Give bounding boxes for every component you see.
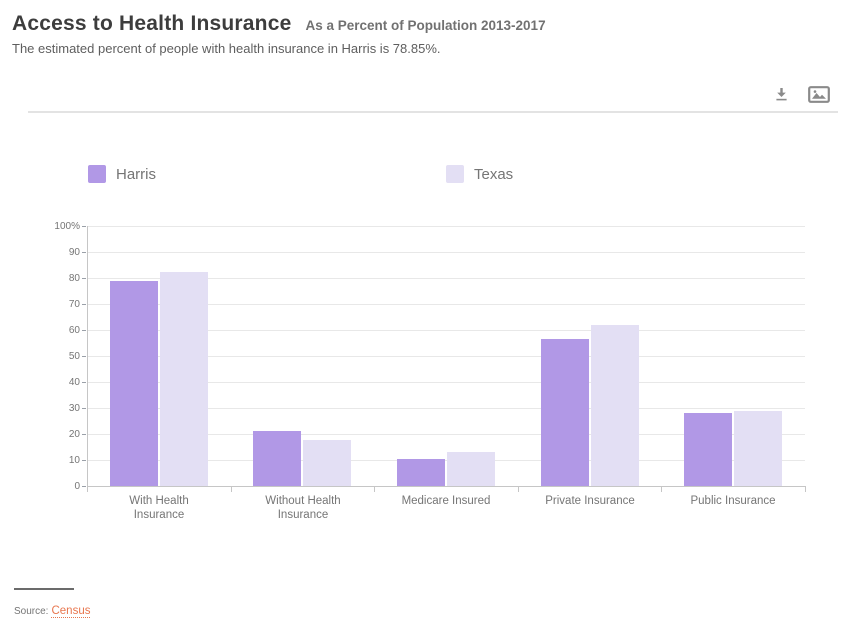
x-label-3: Private Insurance [518, 494, 662, 508]
y-tick-0 [82, 486, 86, 487]
gridline-40 [88, 382, 805, 383]
x-tick-0 [87, 487, 88, 492]
page-title: Access to Health Insurance [12, 12, 292, 35]
y-tick-label-100: 100% [54, 221, 80, 232]
image-icon [808, 86, 830, 106]
y-tick-label-20: 20 [68, 429, 80, 440]
y-tick-label-70: 70 [68, 299, 80, 310]
toolbar [771, 84, 832, 105]
gridline-90 [88, 252, 805, 253]
bar-texas-4[interactable] [734, 411, 782, 486]
header: Access to Health Insurance As a Percent … [12, 12, 834, 56]
x-label-text: Public Insurance [690, 495, 776, 507]
legend-item-texas[interactable]: Texas [446, 165, 513, 183]
bar-harris-4[interactable] [684, 413, 732, 486]
y-tick-label-0: 0 [74, 481, 80, 492]
y-tick-100 [82, 226, 86, 227]
bar-harris-2[interactable] [397, 459, 445, 486]
y-tick-60 [82, 330, 86, 331]
legend-label-texas: Texas [474, 165, 514, 183]
bar-harris-1[interactable] [253, 431, 301, 486]
y-tick-90 [82, 252, 86, 253]
x-tick-3 [518, 487, 519, 492]
download-button[interactable] [771, 84, 792, 105]
y-tick-label-90: 90 [68, 247, 80, 258]
y-tick-label-80: 80 [68, 273, 80, 284]
y-tick-30 [82, 408, 86, 409]
export-image-button[interactable] [806, 84, 832, 105]
y-tick-label-30: 30 [68, 403, 80, 414]
y-tick-70 [82, 304, 86, 305]
y-tick-50 [82, 356, 86, 357]
source-link[interactable]: Census [51, 605, 91, 618]
gridline-10 [88, 460, 805, 461]
x-tick-5 [805, 487, 806, 492]
gridline-60 [88, 330, 805, 331]
bar-texas-3[interactable] [591, 325, 639, 486]
y-tick-20 [82, 434, 86, 435]
legend-label-harris: Harris [116, 165, 156, 183]
y-tick-40 [82, 382, 86, 383]
page-description: The estimated percent of people with hea… [12, 41, 441, 56]
gridline-50 [88, 356, 805, 357]
x-label-0: With Health Insurance [87, 494, 231, 522]
source-label: Source: [14, 606, 49, 617]
download-icon [773, 88, 790, 106]
y-axis-line [87, 226, 88, 487]
x-label-4: Public Insurance [661, 494, 805, 508]
x-label-text: Medicare Insured [401, 495, 491, 507]
legend-item-harris[interactable]: Harris [88, 165, 156, 183]
bar-harris-0[interactable] [110, 281, 158, 486]
footer-rule [14, 588, 74, 590]
source-line: Source: Census [14, 605, 91, 618]
x-label-text: Without Health Insurance [265, 495, 341, 521]
toolbar-divider [28, 111, 838, 113]
x-label-2: Medicare Insured [374, 494, 518, 508]
x-label-text: Private Insurance [545, 495, 635, 507]
y-tick-label-40: 40 [68, 377, 80, 388]
gridline-100 [88, 226, 805, 227]
x-axis-line [87, 486, 806, 487]
bar-texas-1[interactable] [303, 440, 351, 486]
y-tick-80 [82, 278, 86, 279]
x-label-1: Without Health Insurance [231, 494, 375, 522]
gridline-70 [88, 304, 805, 305]
page-subtitle: As a Percent of Population 2013-2017 [305, 18, 546, 33]
bar-texas-0[interactable] [160, 272, 208, 486]
y-tick-label-10: 10 [68, 455, 80, 466]
gridline-80 [88, 278, 805, 279]
x-label-text: With Health Insurance [129, 495, 189, 521]
x-tick-1 [231, 487, 232, 492]
gridline-30 [88, 408, 805, 409]
x-tick-2 [374, 487, 375, 492]
bar-harris-3[interactable] [541, 339, 589, 486]
bar-texas-2[interactable] [447, 452, 495, 486]
y-tick-10 [82, 460, 86, 461]
texas-swatch [446, 165, 464, 183]
y-tick-label-50: 50 [68, 351, 80, 362]
x-tick-4 [661, 487, 662, 492]
y-tick-label-60: 60 [68, 325, 80, 336]
harris-swatch [88, 165, 106, 183]
gridline-20 [88, 434, 805, 435]
